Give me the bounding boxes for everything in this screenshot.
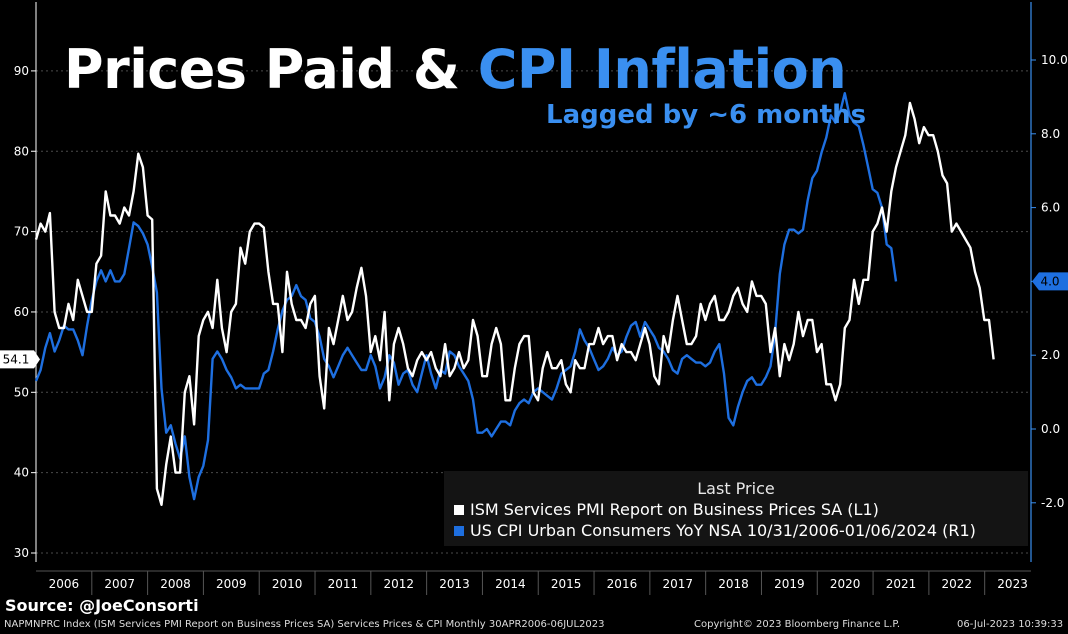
- last-value-labels: 54.1 4.0: [0, 272, 1068, 369]
- x-tick-label: 2012: [383, 577, 414, 591]
- legend-label-cpi: US CPI Urban Consumers YoY NSA 10/31/200…: [470, 521, 976, 540]
- left-tick-label: 70: [14, 225, 29, 239]
- x-tick-label: 2011: [328, 577, 359, 591]
- last-value-tag-right: [1032, 272, 1068, 291]
- left-tick-label: 60: [14, 305, 29, 319]
- x-tick-label: 2009: [216, 577, 247, 591]
- legend: Last Price ISM Services PMI Report on Bu…: [444, 471, 1028, 546]
- left-tick-label: 90: [14, 64, 29, 78]
- series-line-pmi: [34, 101, 995, 506]
- x-tick-label: 2008: [160, 577, 191, 591]
- x-tick-label: 2023: [997, 577, 1028, 591]
- legend-item-cpi: US CPI Urban Consumers YoY NSA 10/31/200…: [454, 521, 976, 540]
- chart-title: Prices Paid & CPI Inflation: [64, 38, 847, 101]
- last-value-left: 54.1: [3, 352, 30, 366]
- x-tick-label: 2013: [439, 577, 470, 591]
- gridlines: [36, 70, 1031, 554]
- right-tick-label: 6.0: [1041, 201, 1060, 215]
- right-tick-label: 8.0: [1041, 127, 1060, 141]
- chart-frame: [35, 2, 1032, 572]
- last-value-arrow-left: [34, 350, 40, 369]
- x-tick-label: 2014: [495, 577, 526, 591]
- left-axis: 30 40 50 60 70 80 90: [14, 64, 36, 560]
- legend-label-pmi: ISM Services PMI Report on Business Pric…: [470, 500, 879, 519]
- footer-index-info: NAPMNPRC Index (ISM Services PMI Report …: [4, 619, 605, 630]
- left-tick-label: 50: [14, 385, 29, 399]
- x-tick-label: 2016: [607, 577, 638, 591]
- right-tick-label: -2.0: [1041, 496, 1064, 510]
- last-value-right: 4.0: [1040, 274, 1059, 288]
- right-tick-label: 0.0: [1041, 422, 1060, 436]
- legend-swatch-cpi: [454, 526, 464, 536]
- left-tick-label: 40: [14, 466, 29, 480]
- footer-copyright: Copyright© 2023 Bloomberg Finance L.P.: [694, 619, 901, 630]
- source-credit: Source: @JoeConsorti: [5, 596, 199, 615]
- x-tick-label: 2020: [830, 577, 861, 591]
- series-line-cpi: [34, 91, 898, 501]
- series-lines: [34, 91, 995, 506]
- x-tick-label: 2018: [718, 577, 749, 591]
- right-tick-label: 10.0: [1041, 53, 1068, 67]
- x-tick-label: 2015: [551, 577, 582, 591]
- last-value-tag-left: [0, 350, 34, 369]
- x-tick-label: 2017: [662, 577, 693, 591]
- x-tick-label: 2019: [774, 577, 805, 591]
- x-tick-label: 2010: [272, 577, 303, 591]
- left-tick-label: 30: [14, 546, 29, 560]
- right-tick-label: 2.0: [1041, 348, 1060, 362]
- legend-swatch-pmi: [454, 505, 464, 515]
- legend-heading: Last Price: [697, 479, 775, 498]
- left-tick-label: 80: [14, 144, 29, 158]
- x-tick-label: 2021: [886, 577, 917, 591]
- title-part-cpi-inflation: CPI Inflation: [477, 38, 847, 101]
- x-tick-label: 2006: [49, 577, 80, 591]
- legend-item-pmi: ISM Services PMI Report on Business Pric…: [454, 500, 879, 519]
- chart-subtitle: Lagged by ~6 months: [546, 100, 867, 130]
- x-axis: 2006 2007 2008 2009 2010 2011 2012 2013 2014 2015…: [49, 571, 1028, 595]
- footer-timestamp: 06-Jul-2023 10:39:33: [957, 619, 1064, 630]
- x-tick-label: 2022: [942, 577, 973, 591]
- x-tick-label: 2007: [104, 577, 135, 591]
- title-part-prices-paid: Prices Paid &: [64, 38, 460, 101]
